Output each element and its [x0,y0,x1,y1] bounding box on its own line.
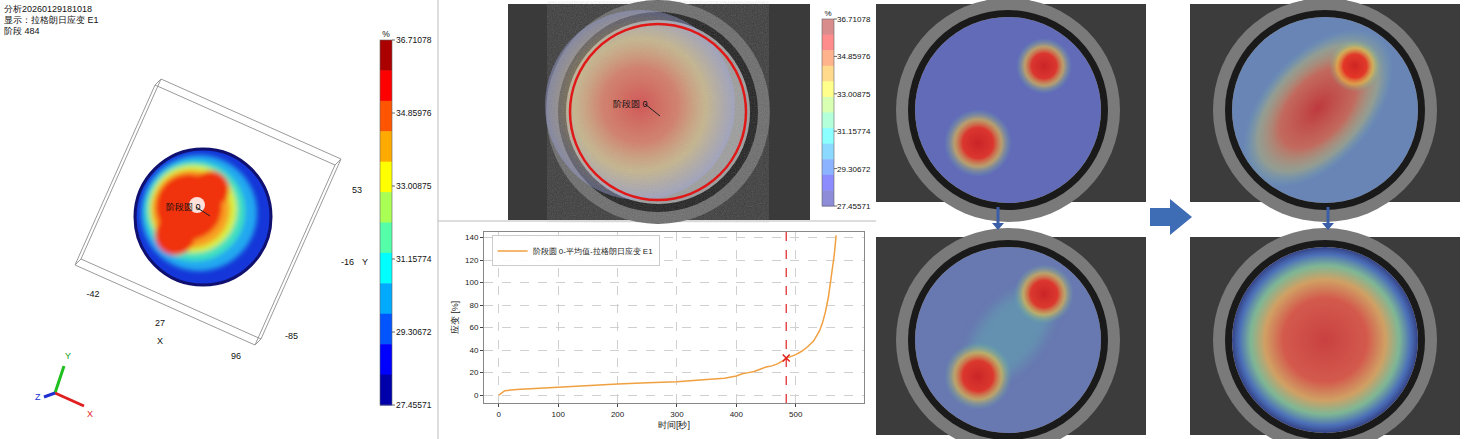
svg-text:X: X [87,409,93,419]
svg-text:阶段圆 0: 阶段圆 0 [613,99,648,109]
svg-text:500: 500 [789,410,803,419]
svg-text:0: 0 [497,410,502,419]
svg-text:33.00875: 33.00875 [396,181,432,191]
svg-text:100: 100 [465,278,479,287]
svg-text:200: 200 [611,410,625,419]
svg-text:20: 20 [469,368,478,377]
svg-text:140: 140 [465,233,479,242]
svg-text:27.45571: 27.45571 [837,202,871,211]
svg-text:300: 300 [670,410,684,419]
svg-text:时间[秒]: 时间[秒] [658,420,690,430]
svg-text:27: 27 [155,318,165,328]
svg-text:27.45571: 27.45571 [396,400,432,410]
svg-text:34.85976: 34.85976 [396,108,432,118]
svg-text:36.71078: 36.71078 [837,15,871,24]
svg-text:%: % [824,9,831,18]
svg-text:96: 96 [231,351,241,361]
svg-text:36.71078: 36.71078 [396,35,432,45]
svg-text:31.15774: 31.15774 [837,127,871,136]
svg-text:显示：拉格朗日应变 E1: 显示：拉格朗日应变 E1 [4,15,99,25]
svg-text:Y: Y [65,351,71,361]
svg-text:-16: -16 [341,257,354,267]
svg-text:Y: Y [362,257,368,267]
svg-text:33.00875: 33.00875 [837,90,871,99]
svg-text:29.30672: 29.30672 [837,165,871,174]
svg-text:34.85976: 34.85976 [837,52,871,61]
svg-text:应变 [%]: 应变 [%] [450,301,460,335]
svg-text:阶段圆 0: 阶段圆 0 [166,202,201,212]
svg-text:400: 400 [730,410,744,419]
svg-text:-85: -85 [285,331,298,341]
svg-text:120: 120 [465,256,479,265]
svg-text:X: X [157,336,163,346]
svg-text:80: 80 [469,301,478,310]
svg-text:%: % [382,29,390,39]
svg-text:60: 60 [469,323,478,332]
svg-text:Z: Z [35,392,41,402]
svg-text:阶段圆 0-平均值-拉格朗日应变 E1: 阶段圆 0-平均值-拉格朗日应变 E1 [533,247,654,256]
svg-text:40: 40 [469,346,478,355]
svg-text:0: 0 [474,391,479,400]
svg-text:阶段 484: 阶段 484 [4,26,40,36]
svg-text:29.30672: 29.30672 [396,327,432,337]
svg-text:分析20260129181018: 分析20260129181018 [4,4,92,14]
svg-text:53: 53 [352,185,362,195]
svg-text:-42: -42 [86,289,99,299]
svg-text:31.15774: 31.15774 [396,254,432,264]
svg-text:100: 100 [552,410,566,419]
